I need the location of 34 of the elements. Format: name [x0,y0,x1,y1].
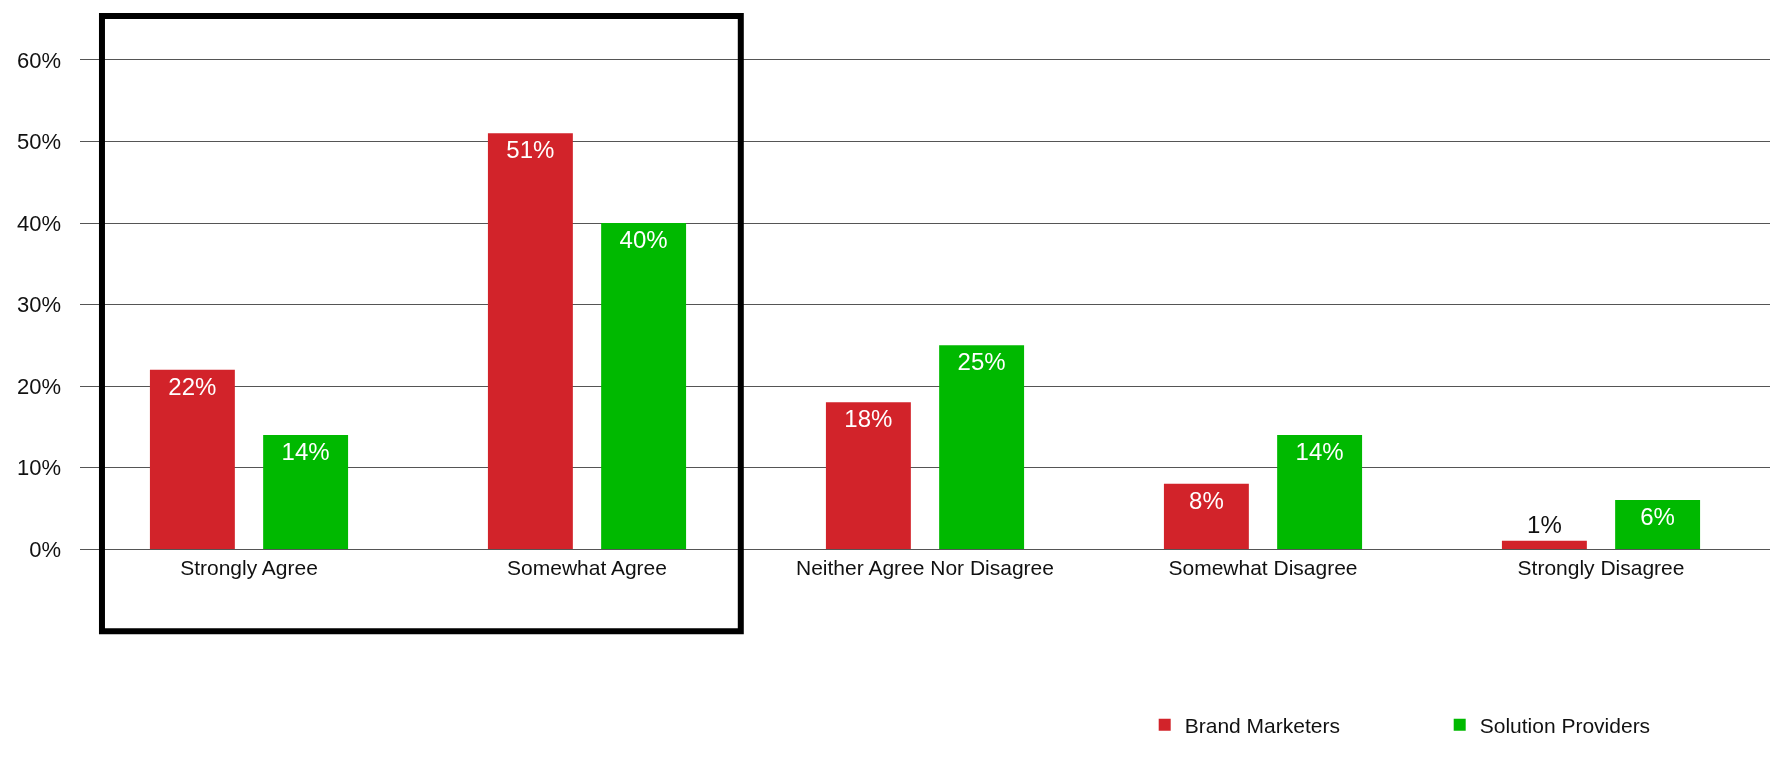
bar [1277,434,1363,549]
y-tick-label: 30% [16,292,61,318]
data-label: 18% [844,405,893,433]
y-tick-label: 0% [29,536,61,562]
bar [825,402,911,549]
data-label: 1% [1527,510,1562,538]
bar [1615,500,1701,549]
legend-label: Brand Marketers [1184,713,1340,737]
data-label: 25% [957,348,1006,376]
y-tick-label: 50% [16,129,61,155]
data-label: 14% [1295,437,1344,465]
data-label: 8% [1189,486,1224,514]
bar [263,434,349,549]
bar [149,369,235,549]
data-label: 40% [619,226,668,253]
data-label: 51% [506,136,555,164]
legend-label: Solution Providers [1479,713,1651,737]
bar [1501,540,1587,549]
bar [939,345,1025,549]
bar [1163,483,1249,549]
y-tick-label: 60% [16,47,61,73]
bar [487,133,573,549]
x-tick-label: Somewhat Agree [507,556,667,580]
data-label: 6% [1640,503,1675,531]
x-tick-label: Somewhat Disagree [1168,556,1358,580]
data-label: 14% [281,437,330,465]
x-tick-label: Neither Agree Nor Disagree [796,556,1054,580]
y-tick-label: 10% [16,455,61,481]
x-tick-label: Strongly Agree [180,556,318,580]
x-tick-label: Strongly Disagree [1517,556,1685,580]
data-label: 22% [168,372,217,400]
bar [601,223,687,549]
y-tick-label: 40% [16,210,61,236]
y-tick-label: 20% [16,373,61,399]
